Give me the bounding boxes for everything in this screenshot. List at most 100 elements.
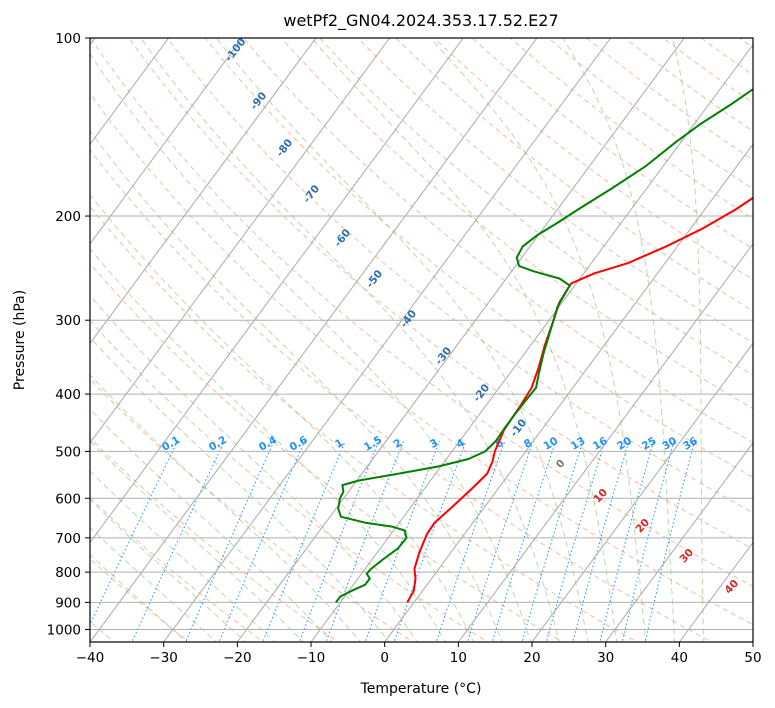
x-tick-label: −10 <box>297 650 326 666</box>
dry-adiabat-line <box>90 437 340 642</box>
dry-adiabats <box>90 25 775 645</box>
isotherm-line <box>457 242 753 642</box>
moist-adiabat-line <box>90 470 276 642</box>
y-tick-label: 800 <box>55 565 81 581</box>
dry-adiabat-label: -70 <box>301 183 322 205</box>
x-tick-label: 20 <box>523 650 540 666</box>
y-tick-label: 900 <box>55 595 81 611</box>
mixing-ratio-line <box>644 440 696 642</box>
mixing-ratio-line <box>545 440 606 642</box>
moist-adiabat-line <box>90 129 503 642</box>
dry-adiabat-line <box>318 38 753 376</box>
dry-adiabat-line <box>90 38 753 587</box>
x-tick-label: 30 <box>597 650 614 666</box>
x-tick-label: −30 <box>149 650 178 666</box>
dry-adiabat-line <box>166 38 753 514</box>
y-tick-label: 400 <box>55 387 81 403</box>
temperature-line <box>406 196 753 603</box>
y-tick-label: 100 <box>55 31 81 47</box>
dry-adiabat-line <box>90 149 713 642</box>
mixing-ratio-line <box>298 440 380 642</box>
mixing-ratio-label: 0.4 <box>257 434 279 454</box>
y-tick-label: 200 <box>55 209 81 225</box>
mixing-ratio-line <box>262 440 346 642</box>
moist-adiabat-label: 0 <box>554 457 568 470</box>
mixing-ratio-line <box>491 440 557 642</box>
isotherm-line <box>384 143 753 642</box>
x-axis: −40 −30 −20 −10 0 10 20 30 40 50 <box>76 642 762 666</box>
isotherm-line <box>531 342 753 642</box>
mixing-ratio-line <box>466 440 534 642</box>
mixing-ratio-label: 0.1 <box>160 434 182 454</box>
moist-adiabat-line <box>90 526 218 642</box>
mixing-ratio-label: 1.5 <box>362 434 384 454</box>
plot-frame <box>89 37 754 643</box>
moist-adiabat-line <box>90 193 475 642</box>
moist-adiabat-line <box>429 38 647 642</box>
moist-adiabat-line <box>562 38 676 642</box>
isotherm-line <box>90 38 538 642</box>
dry-adiabat-line <box>395 38 753 312</box>
x-tick-label: 10 <box>450 650 467 666</box>
mixing-ratio-line <box>572 440 630 642</box>
dry-adiabat-line <box>759 25 775 645</box>
x-tick-label: −40 <box>76 650 105 666</box>
mixing-ratio-label: 3 <box>428 437 440 451</box>
chart-title: wetPf2_GN04.2024.353.17.52.E27 <box>283 11 558 31</box>
dry-adiabat-line <box>242 38 753 444</box>
y-tick-label: 700 <box>55 531 81 547</box>
x-tick-label: −20 <box>223 650 252 666</box>
isotherm-line <box>752 641 753 642</box>
dry-adiabat-label: -60 <box>332 227 353 249</box>
moist-adiabat-line <box>311 38 618 642</box>
moist-adiabat-label: 30 <box>677 547 696 566</box>
isotherm-line <box>90 38 391 444</box>
isotherm-line <box>605 442 753 642</box>
y-tick-label: 1000 <box>47 622 81 638</box>
mixing-ratio-line <box>90 440 179 626</box>
y-tick-label: 500 <box>55 444 81 460</box>
y-axis: 1000 900 800 700 600 500 400 300 200 100 <box>47 31 90 638</box>
dry-adiabat-label: -40 <box>398 308 419 330</box>
y-axis-label: Pressure (hPa) <box>12 290 28 390</box>
x-tick-label: 50 <box>744 650 761 666</box>
isotherm-line <box>236 38 685 642</box>
dry-adiabat-label: -80 <box>274 137 295 159</box>
x-tick-label: 0 <box>380 650 389 666</box>
mixing-ratio-line <box>185 440 275 642</box>
mixing-ratio-line <box>131 440 225 642</box>
isobar-gridlines <box>90 38 753 630</box>
isotherm-line <box>163 38 612 642</box>
mixing-ratio-lines <box>90 440 696 642</box>
moist-adiabat-line <box>90 440 305 642</box>
profile-series <box>335 87 753 603</box>
moist-adiabats <box>90 38 705 642</box>
mixing-ratio-label: 16 <box>591 435 610 453</box>
dry-adiabat-line <box>471 38 753 250</box>
mixing-ratio-line <box>621 440 675 642</box>
moist-adiabat-line <box>90 408 333 642</box>
mixing-ratio-label: 8 <box>522 437 534 451</box>
moist-adiabat-line <box>90 374 362 642</box>
dry-adiabat-line <box>90 262 564 642</box>
moist-adiabat-line <box>90 336 390 642</box>
isotherm-line <box>90 38 317 345</box>
mixing-ratio-label: 0.6 <box>288 434 310 454</box>
mixing-ratio-label: 36 <box>681 435 700 453</box>
x-axis-label: Temperature (°C) <box>360 681 482 697</box>
isotherms <box>90 38 753 642</box>
plot-area: -100-90-80-70-60-50-40-30-20-100.1 0.2 0.4… <box>90 25 775 645</box>
mixing-ratio-line <box>325 440 405 642</box>
dry-adiabat-line <box>128 38 753 550</box>
dry-adiabat-line <box>90 92 753 626</box>
dry-adiabat-line <box>90 320 489 642</box>
dry-adiabat-label: -30 <box>433 345 454 367</box>
mixing-ratio-line <box>218 440 306 642</box>
dry-adiabat-line <box>90 497 265 642</box>
dry-adiabat-line <box>738 38 753 49</box>
dry-adiabat-label: -50 <box>364 268 385 290</box>
mixing-ratio-label: 10 <box>541 435 560 453</box>
dry-adiabat-line <box>700 38 753 76</box>
mixing-ratio-label: 25 <box>640 435 659 453</box>
